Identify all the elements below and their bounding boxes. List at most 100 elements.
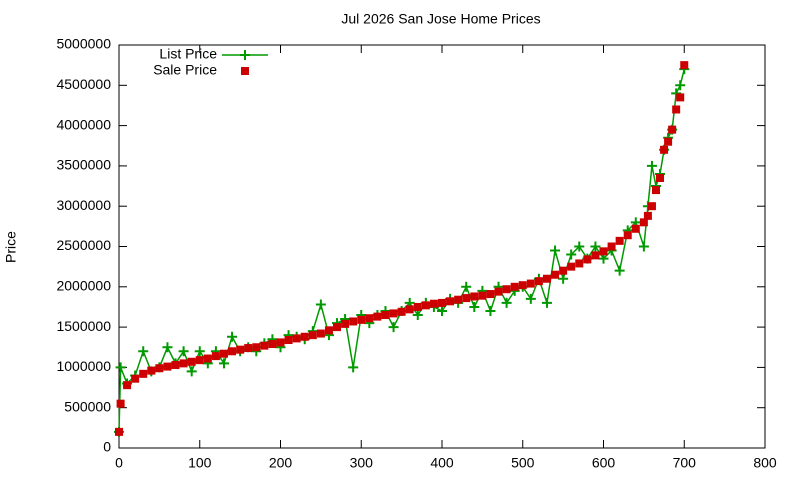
point-marker <box>607 242 616 251</box>
point-marker <box>203 354 212 363</box>
point-marker <box>583 255 592 264</box>
point-marker <box>116 399 125 408</box>
point-marker <box>501 297 512 308</box>
point-marker <box>647 202 656 211</box>
point-marker <box>534 277 543 286</box>
point-marker <box>115 362 126 373</box>
point-marker <box>469 301 480 312</box>
point-marker <box>668 125 677 134</box>
point-marker <box>551 270 560 279</box>
y-tick-label: 1000000 <box>56 358 111 374</box>
point-marker <box>643 211 652 220</box>
point-marker <box>171 360 180 369</box>
legend-label: List Price <box>159 46 217 62</box>
point-marker <box>567 262 576 271</box>
point-marker <box>412 310 423 321</box>
x-tick-label: 700 <box>673 455 697 471</box>
legend-marker <box>240 50 250 60</box>
point-marker <box>195 356 204 365</box>
point-marker <box>388 322 399 333</box>
point-marker <box>365 314 374 323</box>
point-marker <box>591 251 600 260</box>
point-marker <box>131 374 140 383</box>
point-marker <box>405 305 414 314</box>
legend-marker <box>241 67 249 75</box>
point-marker <box>438 298 446 307</box>
point-marker <box>486 290 495 299</box>
point-marker <box>671 88 682 99</box>
point-marker <box>550 245 561 256</box>
point-marker <box>510 282 519 291</box>
plot-frame <box>118 44 766 449</box>
point-marker <box>574 241 585 252</box>
y-tick-label: 4000000 <box>56 116 111 132</box>
point-marker <box>660 145 669 154</box>
point-marker <box>381 311 390 320</box>
point-marker <box>525 293 536 304</box>
x-tick-label: 600 <box>592 455 616 471</box>
point-marker <box>389 309 398 318</box>
point-marker <box>462 294 471 303</box>
point-marker <box>333 323 342 332</box>
point-marker <box>518 281 527 290</box>
point-marker <box>559 266 568 275</box>
point-marker <box>187 357 196 366</box>
point-marker <box>228 347 237 356</box>
point-marker <box>244 344 253 353</box>
point-marker <box>194 346 205 357</box>
point-marker <box>292 334 301 343</box>
point-marker <box>315 299 326 310</box>
point-marker <box>155 364 164 373</box>
point-marker <box>502 285 511 294</box>
point-marker <box>631 224 640 233</box>
point-marker <box>300 332 309 341</box>
point-marker <box>623 231 632 240</box>
point-marker <box>123 381 132 390</box>
point-marker <box>676 93 685 102</box>
point-marker <box>211 352 220 361</box>
point-marker <box>646 160 657 171</box>
x-tick-label: 300 <box>350 455 374 471</box>
point-marker <box>470 292 479 301</box>
point-marker <box>139 369 148 378</box>
point-marker <box>541 297 552 308</box>
point-marker <box>163 362 172 371</box>
point-marker <box>284 335 293 344</box>
x-tick-label: 800 <box>753 455 777 471</box>
series-line <box>118 68 685 432</box>
point-marker <box>680 61 689 70</box>
point-marker <box>615 236 624 245</box>
point-marker <box>485 305 496 316</box>
point-marker <box>341 319 350 328</box>
point-marker <box>494 287 503 296</box>
y-axis-label: Price <box>3 231 19 263</box>
point-marker <box>639 218 648 227</box>
point-marker <box>542 274 551 283</box>
point-marker <box>454 295 463 304</box>
point-marker <box>162 342 173 353</box>
point-marker <box>260 341 269 350</box>
point-marker <box>437 305 447 316</box>
y-tick-label: 500000 <box>64 398 111 414</box>
point-marker <box>558 273 569 284</box>
point-marker <box>478 291 487 300</box>
point-marker <box>421 301 430 310</box>
point-marker <box>276 338 285 347</box>
point-marker <box>614 265 625 276</box>
point-marker <box>590 241 601 252</box>
point-marker <box>316 329 325 338</box>
y-tick-label: 3500000 <box>56 157 111 173</box>
point-marker <box>397 307 406 316</box>
chart-title: Jul 2026 San Jose Home Prices <box>341 11 540 27</box>
point-marker <box>651 186 660 195</box>
point-marker <box>186 366 197 377</box>
point-marker <box>675 80 686 91</box>
point-marker <box>664 137 673 146</box>
legend-label: Sale Price <box>153 62 217 78</box>
point-marker <box>575 259 584 268</box>
y-tick-label: 4500000 <box>56 76 111 92</box>
point-marker <box>219 349 228 358</box>
point-marker <box>526 279 535 288</box>
point-marker <box>218 358 229 369</box>
